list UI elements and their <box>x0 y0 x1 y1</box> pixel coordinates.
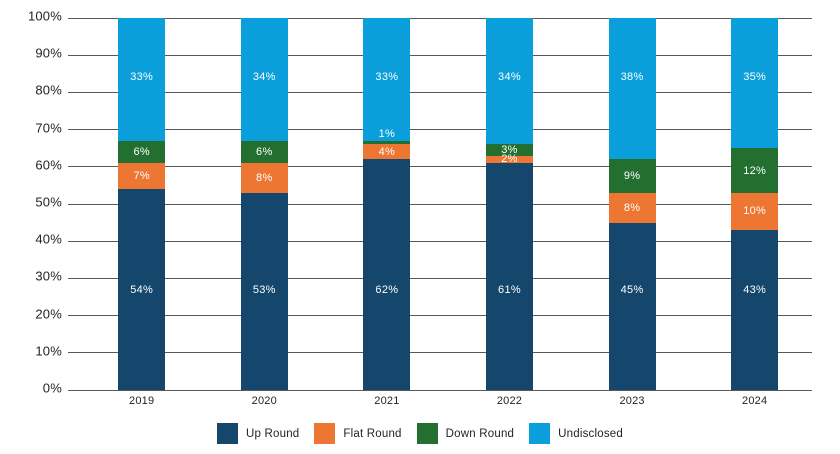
bar-segment-up-round <box>363 159 411 390</box>
gridline <box>68 240 812 242</box>
bar-segment-value-label: 3% <box>501 144 518 157</box>
bar-segment-value-label: 4% <box>378 145 396 158</box>
gridline <box>68 203 812 205</box>
bar-segment-undisclosed <box>118 18 166 141</box>
legend-swatch-up-round <box>217 423 238 444</box>
x-axis-year-label: 2021 <box>374 395 400 407</box>
legend-label: Undisclosed <box>558 427 623 440</box>
bar-segment-value-label: 33% <box>130 71 154 83</box>
y-axis-tick-label: 20% <box>35 306 62 322</box>
y-axis-tick-label: 30% <box>35 268 62 284</box>
bar-segment-flat-round <box>486 155 533 164</box>
bar-segment-value-label: 35% <box>743 71 767 83</box>
bar-segment-value-label: 34% <box>252 71 276 83</box>
bar-segment-value-label: 54% <box>130 283 154 296</box>
bar-segment-value-label: 53% <box>252 283 276 296</box>
y-axis-tick-label: 100% <box>27 8 62 24</box>
bar-segment-down-round <box>486 144 533 156</box>
bar-segment-flat-round <box>608 192 656 223</box>
legend-item-up-round: Up Round <box>217 423 299 444</box>
bar-segment-up-round <box>731 230 779 390</box>
legend-label: Flat Round <box>343 427 402 440</box>
y-axis-tick-label: 40% <box>35 231 62 247</box>
bar-segment-flat-round <box>731 192 779 231</box>
bar-segment-undisclosed <box>486 18 533 145</box>
bar-segment-value-label: 2% <box>501 153 518 166</box>
bar-segment-value-label: 33% <box>375 71 399 83</box>
gridline <box>68 91 812 93</box>
gridline <box>68 166 812 168</box>
bar-segment-value-label: 8% <box>623 201 641 214</box>
bar-segment-undisclosed <box>731 18 779 149</box>
legend-label: Down Round <box>445 427 515 440</box>
bar-segment-value-label: 7% <box>133 170 150 183</box>
x-axis-year-label: 2024 <box>742 395 768 407</box>
bar-segment-value-label: 10% <box>743 205 767 218</box>
bar-segment-up-round <box>486 163 533 390</box>
bar-segment-value-label: 34% <box>498 71 521 83</box>
bar-segment-value-label: 8% <box>256 171 273 184</box>
bar-segment-value-label: 61% <box>498 283 521 296</box>
legend: Up Round Flat Round Down Round Undisclosed <box>0 423 840 444</box>
x-axis-year-label: 2023 <box>619 395 645 407</box>
legend-item-undisclosed: Undisclosed <box>529 423 623 444</box>
legend-item-flat-round: Flat Round <box>314 423 401 444</box>
x-axis-year-label: 2020 <box>251 395 277 407</box>
legend-label: Up Round <box>246 427 300 440</box>
bar-segment-undisclosed <box>363 18 411 141</box>
bar-segment-value-label: 6% <box>133 145 150 158</box>
y-axis-tick-label: 80% <box>35 82 62 98</box>
bar-segment-undisclosed <box>608 18 656 160</box>
bar-segment-value-label: 43% <box>743 283 767 296</box>
bar-segment-value-label: 45% <box>620 283 644 296</box>
y-axis-tick-label: 10% <box>35 343 62 359</box>
gridline <box>68 315 812 317</box>
bar-segment-flat-round <box>118 163 166 190</box>
legend-swatch-flat-round <box>314 423 336 444</box>
bar-segment-value-label: 12% <box>743 164 767 177</box>
bar-segment-down-round <box>118 140 166 164</box>
gridline <box>68 54 812 56</box>
bar-segment-up-round <box>608 222 656 390</box>
legend-swatch-down-round <box>416 423 438 444</box>
legend-swatch-undisclosed <box>529 423 551 444</box>
bar-segment-value-label: 9% <box>623 170 641 183</box>
y-axis-tick-label: 0% <box>42 380 62 396</box>
gridline <box>68 352 812 354</box>
bar-segment-undisclosed <box>240 18 288 141</box>
y-axis-tick-label: 50% <box>35 194 62 210</box>
bar-segment-down-round <box>731 148 779 193</box>
bar-segment-down-round <box>240 140 288 164</box>
bar-segment-up-round <box>118 189 166 390</box>
x-axis-year-label: 2022 <box>496 395 523 407</box>
y-axis-tick-label: 90% <box>35 45 62 61</box>
bar-segment-value-label: 38% <box>620 71 644 83</box>
x-axis-year-label: 2019 <box>129 395 155 407</box>
y-axis-tick-label: 60% <box>35 157 62 173</box>
bar-segment-flat-round <box>363 144 411 160</box>
y-axis-tick-label: 70% <box>35 120 62 136</box>
bar-segment-down-round <box>363 140 411 145</box>
gridline <box>68 129 812 131</box>
gridline <box>68 389 812 391</box>
bar-segment-up-round <box>240 192 288 390</box>
gridline <box>68 17 812 19</box>
bar-segment-flat-round <box>240 163 288 193</box>
bar-segment-value-label: 62% <box>375 283 399 296</box>
legend-item-down-round: Down Round <box>416 423 515 444</box>
bar-segment-down-round <box>608 159 656 193</box>
bar-segment-value-label: 1% <box>378 127 396 140</box>
gridline <box>68 277 812 279</box>
bar-segment-value-label: 6% <box>256 145 273 158</box>
